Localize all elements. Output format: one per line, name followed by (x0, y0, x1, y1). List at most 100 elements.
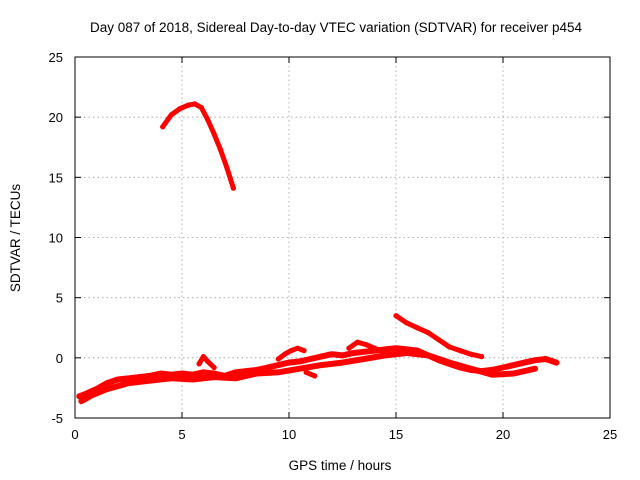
data-point (179, 370, 185, 377)
data-point (446, 360, 453, 366)
data-point (404, 350, 410, 356)
data-point (192, 101, 198, 107)
y-tick-label: 10 (49, 231, 63, 246)
data-point (489, 367, 495, 373)
data-point (125, 380, 132, 386)
data-point (479, 354, 485, 360)
data-point (275, 369, 281, 375)
data-point (457, 348, 463, 354)
data-point (211, 374, 217, 380)
x-tick-label: 5 (178, 427, 185, 442)
data-point (318, 362, 324, 368)
y-tick-label: 20 (49, 110, 63, 125)
data-point (232, 369, 239, 375)
y-tick-label: 0 (56, 351, 63, 366)
data-point (160, 124, 166, 130)
x-tick-label: 15 (389, 427, 403, 442)
data-point (339, 352, 346, 358)
tick-layer: 0 5 10 15 20 25 -5 0 5 10 15 20 25 (49, 50, 618, 442)
series-arc-early (160, 101, 236, 191)
data-point (275, 362, 281, 368)
data-point (329, 351, 335, 357)
data-point (275, 356, 281, 362)
data-point (297, 366, 303, 372)
data-point (354, 339, 361, 345)
data-point (282, 351, 288, 357)
data-point (380, 349, 386, 355)
data-point (185, 102, 191, 108)
x-axis-label: GPS time / hours (289, 458, 392, 473)
data-point (361, 349, 367, 355)
data-point (211, 131, 217, 137)
data-point (78, 398, 84, 404)
y-tick-label: 5 (56, 291, 63, 306)
data-point (243, 368, 249, 374)
data-point (265, 364, 271, 371)
series-arc-short-3 (196, 354, 217, 370)
data-point (76, 393, 82, 399)
x-tick-label: 10 (282, 427, 296, 442)
data-point (532, 366, 538, 372)
data-point (553, 360, 560, 366)
y-axis-label: SDTVAR / TECUs (8, 184, 23, 293)
series-layer (76, 101, 560, 405)
data-point (147, 378, 153, 384)
data-point (361, 356, 367, 362)
data-point (158, 370, 164, 377)
data-point (414, 325, 420, 331)
data-point (446, 344, 453, 350)
data-point (190, 372, 196, 378)
data-point (286, 360, 292, 366)
data-point (147, 373, 153, 379)
data-point (190, 376, 196, 383)
data-point (363, 342, 369, 348)
data-point (511, 362, 517, 368)
data-point (404, 320, 410, 326)
data-point (177, 106, 183, 112)
data-point (393, 345, 399, 351)
y-tick-label: 25 (49, 50, 63, 65)
y-tick-label: 15 (49, 170, 63, 185)
data-point (104, 380, 110, 386)
data-point (318, 354, 324, 360)
data-point (303, 369, 309, 375)
data-point (200, 369, 206, 375)
data-point (425, 352, 431, 358)
data-point (254, 370, 260, 377)
data-point (468, 351, 474, 357)
data-point (230, 185, 236, 191)
data-point (288, 348, 294, 354)
x-tick-label: 20 (496, 427, 510, 442)
data-point (115, 376, 121, 383)
x-tick-label: 0 (71, 427, 78, 442)
data-point (217, 147, 224, 153)
data-point (307, 356, 313, 362)
data-point (350, 350, 356, 356)
data-point (312, 373, 318, 379)
data-point (205, 358, 211, 364)
data-point (198, 104, 204, 111)
data-point (425, 330, 431, 336)
data-point (211, 364, 217, 371)
chart-title: Day 087 of 2018, Sidereal Day-to-day VTE… (90, 20, 582, 35)
data-point (372, 345, 378, 351)
data-point (346, 345, 352, 351)
data-point (468, 366, 474, 372)
data-point (232, 375, 239, 381)
y-tick-label: -5 (51, 411, 63, 426)
data-point (136, 374, 142, 380)
data-point (104, 386, 110, 392)
data-point (489, 372, 495, 378)
data-point (224, 165, 230, 171)
data-point (500, 364, 506, 371)
grid-layer (75, 57, 610, 418)
data-point (301, 348, 307, 354)
data-point (543, 356, 549, 362)
data-point (205, 117, 211, 123)
data-point (125, 375, 132, 381)
data-point (295, 345, 301, 351)
data-point (393, 313, 399, 319)
data-point (511, 370, 517, 377)
data-point (436, 337, 442, 343)
